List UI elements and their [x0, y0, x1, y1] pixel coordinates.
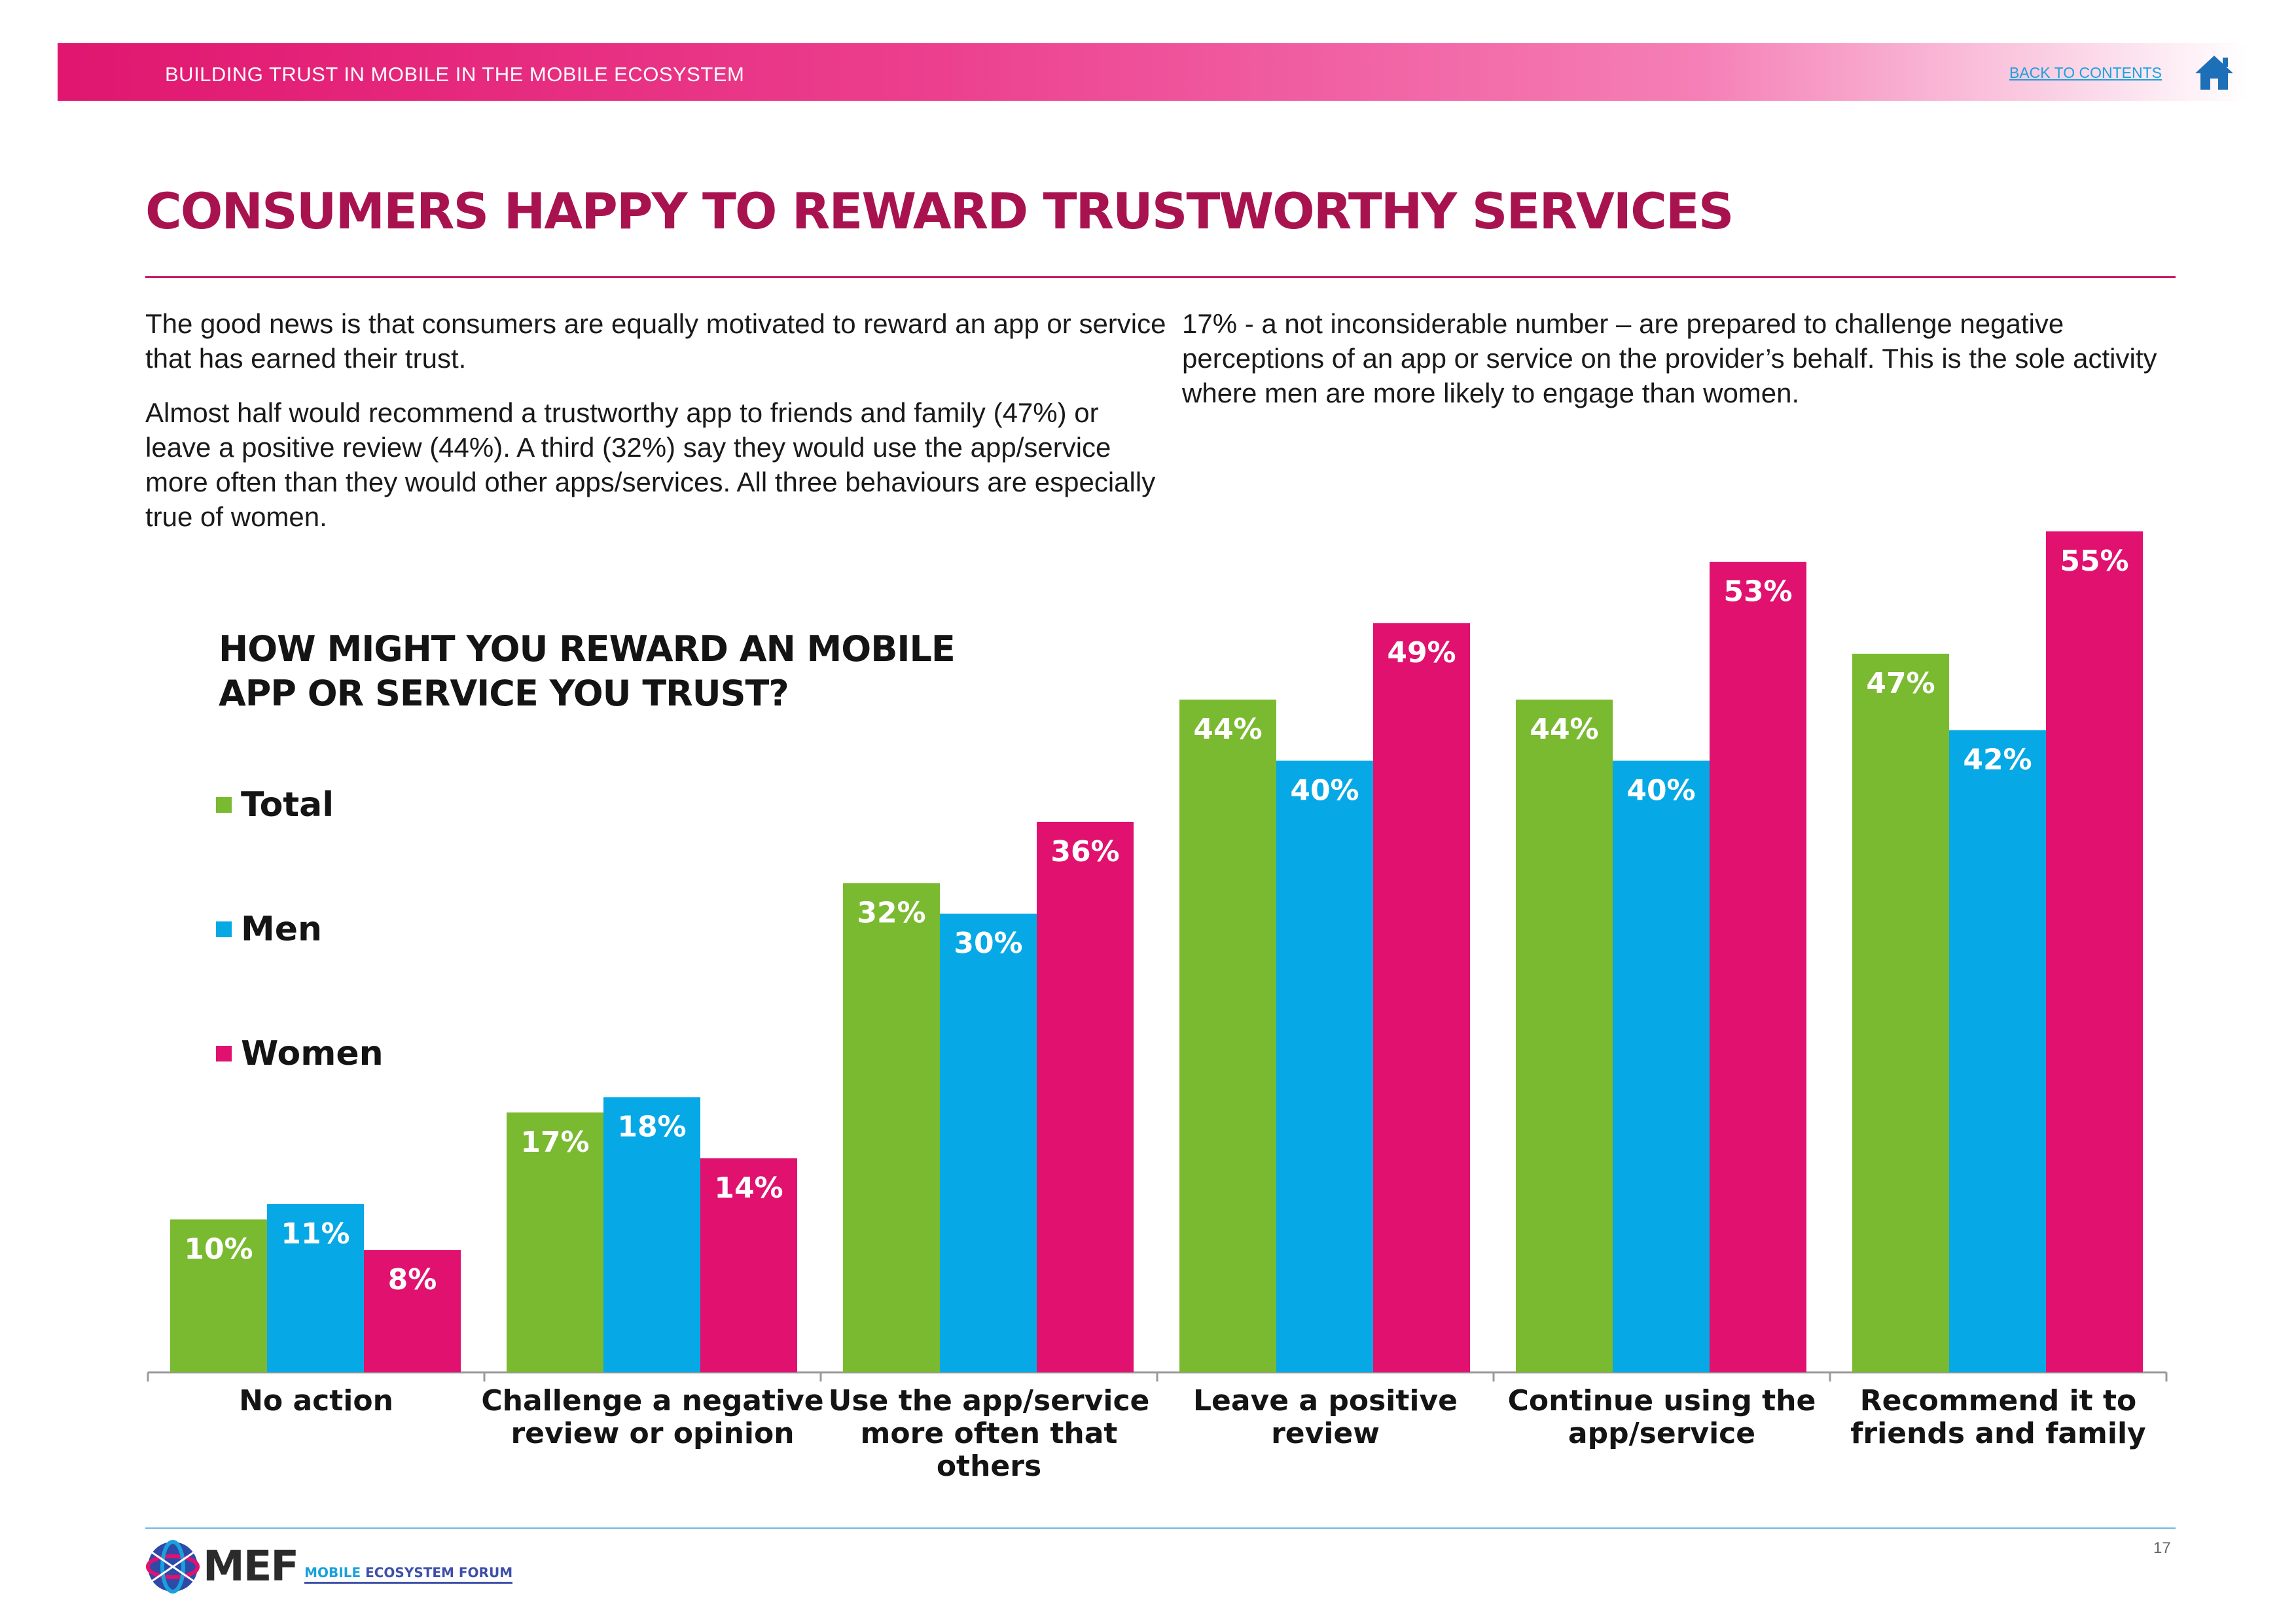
x-tick-label-recommend-it-to-friends-and-family: Recommend it to friends and family	[1850, 1384, 2145, 1450]
data-label-total-recommend-it-to-friends-and-family: 47%	[1866, 667, 1935, 700]
title-divider	[145, 276, 2176, 278]
bar-women-use-the-app-service-more-often-that-others	[1037, 821, 1134, 1372]
legend-item-men: Men	[216, 910, 322, 949]
bar-men-challenge-a-negative-review-or-opinion	[603, 1097, 700, 1372]
legend-item-total: Total	[216, 785, 334, 825]
bar-men-recommend-it-to-friends-and-family	[1949, 730, 2046, 1372]
bar-women-leave-a-positive-review	[1373, 623, 1470, 1372]
x-tick-label-continue-using-the-app-service: Continue using the app/service	[1508, 1384, 1816, 1450]
intro-paragraph-3: 17% - a not inconsiderable number – are …	[1182, 308, 2157, 408]
legend-swatch-women	[216, 1046, 232, 1061]
intro-paragraph-2: Almost half would recommend a trustworth…	[145, 397, 1156, 532]
data-label-total-challenge-a-negative-review-or-opinion: 17%	[520, 1126, 589, 1159]
data-label-women-no-action: 8%	[388, 1263, 437, 1296]
data-label-women-challenge-a-negative-review-or-opinion: 14%	[714, 1171, 783, 1205]
bar-men-leave-a-positive-review	[1276, 760, 1373, 1372]
logo-subtitle: MOBILE ECOSYSTEM FORUM	[304, 1564, 513, 1584]
bar-total-recommend-it-to-friends-and-family	[1852, 653, 1949, 1372]
data-label-men-no-action: 11%	[281, 1217, 350, 1251]
data-label-men-challenge-a-negative-review-or-opinion: 18%	[617, 1110, 686, 1143]
globe-logo-icon	[146, 1540, 200, 1594]
x-tick-label-no-action: No action	[239, 1384, 393, 1418]
data-label-total-leave-a-positive-review: 44%	[1193, 713, 1262, 746]
bar-men-use-the-app-service-more-often-that-others	[940, 914, 1037, 1372]
data-label-total-no-action: 10%	[184, 1232, 253, 1266]
bar-total-no-action	[170, 1219, 267, 1372]
footer-divider	[145, 1527, 2176, 1529]
bar-total-challenge-a-negative-review-or-opinion	[507, 1112, 603, 1372]
legend-label-total: Total	[241, 785, 334, 825]
data-label-men-continue-using-the-app-service: 40%	[1626, 774, 1695, 807]
bar-men-no-action	[267, 1204, 364, 1372]
intro-left-column: The good news is that consumers are equa…	[145, 306, 1166, 534]
home-icon[interactable]	[2194, 54, 2234, 92]
mef-logo: MEF MOBILE ECOSYSTEM FORUM	[145, 1537, 513, 1597]
intro-paragraph-1: The good news is that consumers are equa…	[145, 308, 1166, 374]
legend-label-men: Men	[241, 910, 323, 949]
logo-subtitle-mobile: MOBILE	[304, 1564, 361, 1580]
bar-women-recommend-it-to-friends-and-family	[2046, 531, 2143, 1372]
back-to-contents-link[interactable]: BACK TO CONTENTS	[2009, 64, 2162, 81]
data-label-women-continue-using-the-app-service: 53%	[1723, 575, 1792, 609]
bar-women-continue-using-the-app-service	[1710, 562, 1806, 1372]
logo-subtitle-forum: ECOSYSTEM FORUM	[361, 1564, 513, 1580]
bar-total-leave-a-positive-review	[1179, 700, 1276, 1372]
x-tick-label-leave-a-positive-review: Leave a positive review	[1193, 1384, 1458, 1450]
bar-total-continue-using-the-app-service	[1516, 700, 1613, 1372]
data-label-men-use-the-app-service-more-often-that-others: 30%	[954, 927, 1022, 960]
legend-swatch-men	[216, 921, 232, 937]
x-tick-label-challenge-a-negative-review-or-opinion: Challenge a negative review or opinion	[481, 1384, 823, 1450]
data-label-women-use-the-app-service-more-often-that-others: 36%	[1050, 835, 1119, 868]
legend-label-women: Women	[241, 1034, 384, 1073]
data-label-total-continue-using-the-app-service: 44%	[1530, 713, 1598, 746]
data-label-men-recommend-it-to-friends-and-family: 42%	[1963, 743, 2032, 777]
page-title: CONSUMERS HAPPY TO REWARD TRUSTWORTHY SE…	[145, 182, 1734, 240]
bar-men-continue-using-the-app-service	[1613, 760, 1710, 1372]
data-label-men-leave-a-positive-review: 40%	[1290, 774, 1359, 807]
x-tick-label-use-the-app-service-more-often-that-others: Use the app/service more often that others	[829, 1384, 1150, 1483]
bar-women-no-action	[364, 1250, 461, 1372]
bar-women-challenge-a-negative-review-or-opinion	[700, 1158, 797, 1372]
chart-title-line-1: HOW MIGHT YOU REWARD AN MOBILE	[219, 628, 956, 669]
chart-title-line-2: APP OR SERVICE YOU TRUST?	[219, 673, 789, 714]
legend-swatch-total	[216, 797, 232, 813]
page-number: 17	[2153, 1539, 2171, 1557]
header-title: BUILDING TRUST IN MOBILE IN THE MOBILE E…	[165, 63, 745, 86]
chart-title: HOW MIGHT YOU REWARD AN MOBILE APP OR SE…	[219, 627, 956, 716]
bar-total-use-the-app-service-more-often-that-others	[843, 883, 940, 1372]
data-label-total-use-the-app-service-more-often-that-others: 32%	[857, 896, 925, 929]
header-band	[58, 43, 2248, 101]
intro-right-column: 17% - a not inconsiderable number – are …	[1182, 306, 2203, 410]
data-label-women-leave-a-positive-review: 49%	[1387, 636, 1456, 669]
logo-text: MEF	[203, 1543, 299, 1591]
legend-item-women: Women	[216, 1034, 384, 1073]
data-label-women-recommend-it-to-friends-and-family: 55%	[2060, 544, 2128, 578]
